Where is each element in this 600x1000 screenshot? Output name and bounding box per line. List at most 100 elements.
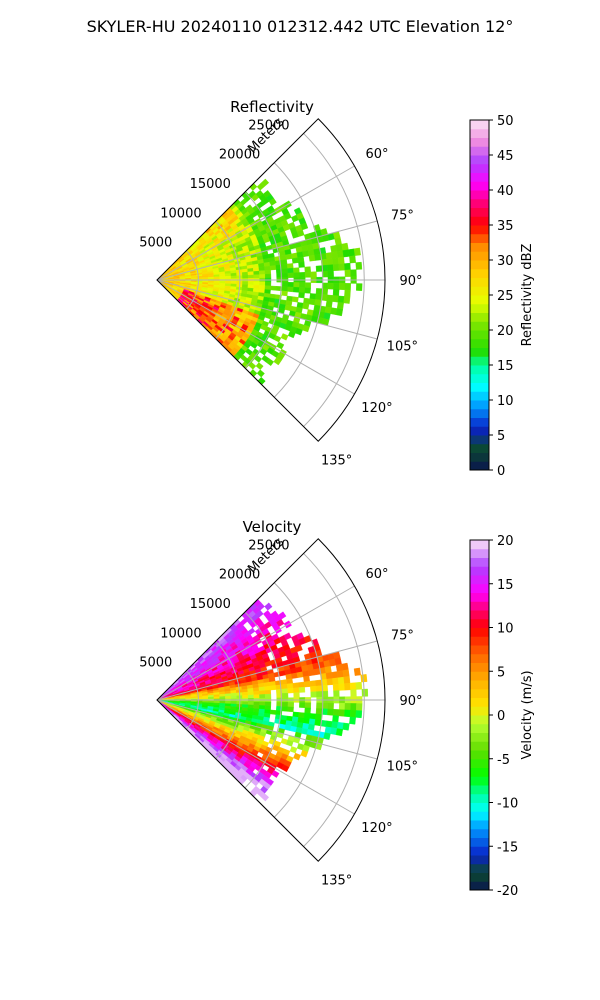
- field-cell: [291, 257, 299, 264]
- radial-tick-label: 10000: [160, 206, 201, 221]
- field-cell: [308, 254, 316, 262]
- field-cell: [264, 265, 271, 271]
- velocity-panel: Velocity 5000 10000 15000 20000 25000 60° 75° 9…: [139, 518, 535, 899]
- field-cell: [303, 675, 310, 683]
- colorbar-swatch: [470, 242, 489, 252]
- field-cell: [344, 703, 351, 711]
- field-cell: [327, 270, 334, 278]
- colorbar-swatch: [470, 732, 489, 742]
- field-cell: [208, 276, 215, 280]
- field-cell: [314, 719, 322, 727]
- field-cell: [291, 296, 299, 303]
- colorbar-swatch: [470, 330, 489, 340]
- field-cell: [281, 286, 289, 292]
- colorbar-swatch: [470, 225, 489, 235]
- field-cell: [302, 324, 310, 333]
- field-cell: [293, 286, 300, 293]
- field-cell: [289, 746, 298, 754]
- colorbar-swatch: [470, 198, 489, 208]
- radial-tick-label: 20000: [219, 148, 260, 163]
- field-cell: [213, 276, 220, 280]
- field-cell: [264, 281, 272, 287]
- field-cell: [325, 252, 333, 260]
- field-cell: [349, 716, 356, 725]
- field-cell: [333, 282, 340, 290]
- colorbar-swatch: [470, 400, 489, 410]
- field-cell: [253, 701, 260, 706]
- colorbar-swatch: [470, 750, 489, 760]
- colorbar-tick-label: 15: [497, 359, 514, 374]
- field-cell: [353, 667, 361, 676]
- colorbar-swatch: [470, 610, 489, 620]
- field-cell: [282, 272, 289, 279]
- field-cell: [300, 749, 309, 758]
- field-cell: [258, 690, 266, 695]
- colorbar-tick-label: 10: [497, 394, 514, 409]
- field-cell: [253, 694, 260, 699]
- field-cell: [286, 678, 294, 685]
- colorbar-swatch: [470, 540, 489, 550]
- colorbar-swatch: [470, 452, 489, 462]
- field-cell: [286, 263, 294, 269]
- colorbar-swatch: [470, 417, 489, 427]
- colorbar-swatch: [470, 741, 489, 751]
- field-cell: [257, 376, 266, 386]
- field-cell: [344, 283, 351, 291]
- colorbar-swatch: [470, 820, 489, 830]
- colorbar-swatch: [470, 321, 489, 331]
- azimuth-spoke: [156, 165, 355, 281]
- field-cell: [269, 685, 277, 691]
- field-cell: [337, 256, 345, 265]
- colorbar-swatch: [470, 303, 489, 313]
- colorbar-swatch: [470, 373, 489, 383]
- colorbar-swatch: [470, 146, 489, 156]
- colorbar-swatch: [470, 828, 489, 838]
- field-cell: [293, 282, 300, 288]
- field-cell: [292, 711, 300, 718]
- field-cell: [260, 793, 270, 802]
- colorbar-swatch: [470, 846, 489, 856]
- field-cell: [230, 275, 237, 279]
- sector-outline: [156, 538, 386, 862]
- field-cell: [255, 362, 264, 371]
- field-cell: [300, 222, 309, 231]
- colorbar-tick-label: 15: [497, 578, 514, 593]
- azimuth-tick-label: 120°: [361, 401, 392, 416]
- field-cell: [332, 715, 339, 723]
- field-cell: [253, 270, 260, 276]
- sector-outline: [156, 118, 386, 442]
- field-cell: [271, 770, 280, 778]
- colorbar-swatch: [470, 881, 489, 891]
- colorbar-swatch: [470, 715, 489, 725]
- field-cell: [309, 680, 317, 687]
- field-cell: [343, 676, 351, 684]
- field-cell: [304, 707, 311, 714]
- field-cell: [332, 295, 339, 303]
- field-cell: [344, 269, 351, 277]
- field-cell: [333, 690, 340, 698]
- colorbar-swatch: [470, 575, 489, 585]
- colorbar-swatch: [470, 277, 489, 287]
- field-cell: [324, 666, 332, 674]
- field-cell: [268, 197, 277, 206]
- field-cell: [314, 253, 322, 261]
- colorbar-swatch: [470, 723, 489, 733]
- colorbar-swatch: [470, 233, 489, 243]
- colorbar-swatch: [470, 286, 489, 296]
- field-cell: [264, 685, 271, 691]
- field-cell: [315, 265, 323, 272]
- colorbar-swatch: [470, 785, 489, 795]
- field-cell: [325, 672, 333, 680]
- field-cell: [264, 705, 272, 711]
- field-cell: [258, 686, 266, 692]
- field-cell: [304, 702, 312, 709]
- field-cell: [276, 341, 285, 350]
- colorbar-swatch: [470, 365, 489, 375]
- colorbar-swatch: [470, 548, 489, 558]
- field-cell: [309, 713, 317, 720]
- field-cell: [264, 689, 272, 695]
- field-cell: [303, 681, 311, 688]
- field-cell: [280, 259, 288, 265]
- field-cell: [287, 267, 294, 274]
- field-cell: [335, 728, 344, 737]
